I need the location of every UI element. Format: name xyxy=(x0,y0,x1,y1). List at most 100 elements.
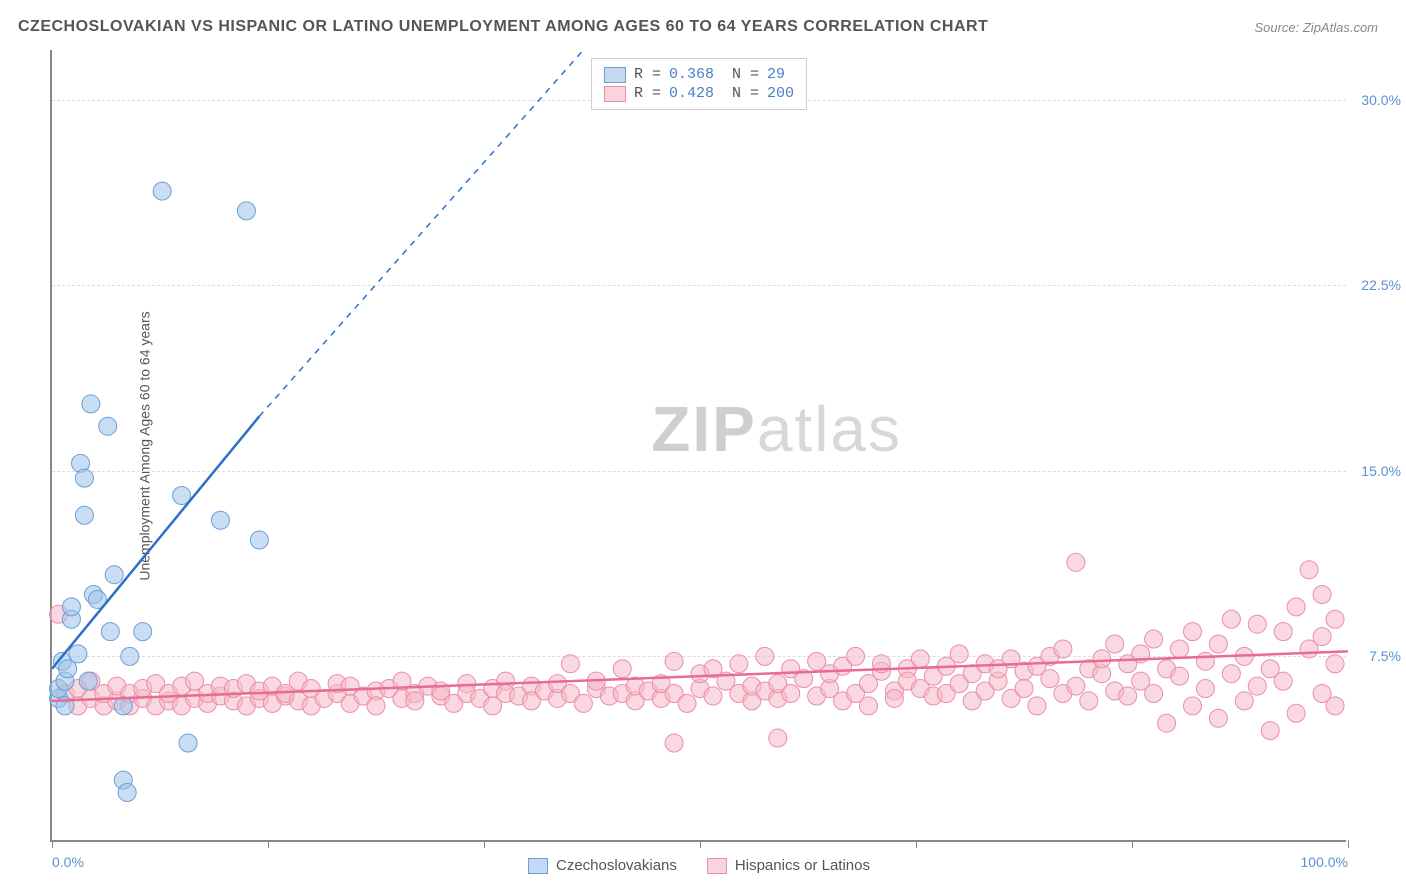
data-point xyxy=(250,531,268,549)
data-point xyxy=(1300,561,1318,579)
data-point xyxy=(1248,615,1266,633)
data-point xyxy=(1067,677,1085,695)
data-point xyxy=(1171,640,1189,658)
x-tick-label: 100.0% xyxy=(1301,854,1348,870)
data-point xyxy=(82,395,100,413)
data-point xyxy=(367,697,385,715)
legend-r-label: R = xyxy=(634,85,661,102)
data-point xyxy=(179,734,197,752)
data-point xyxy=(1171,667,1189,685)
data-point xyxy=(1326,655,1344,673)
legend-n-value: 200 xyxy=(767,85,794,102)
x-tick xyxy=(916,840,917,848)
data-point xyxy=(1054,640,1072,658)
y-tick-label: 15.0% xyxy=(1361,463,1401,479)
data-point xyxy=(730,655,748,673)
scatter-plot xyxy=(52,50,1346,840)
chart-area: ZIPatlas R =0.368N = 29R =0.428N =200 Cz… xyxy=(50,50,1346,842)
data-point xyxy=(613,660,631,678)
data-point xyxy=(1287,704,1305,722)
data-point xyxy=(1222,610,1240,628)
data-point xyxy=(134,623,152,641)
data-point xyxy=(1209,709,1227,727)
data-point xyxy=(1222,665,1240,683)
data-point xyxy=(1196,652,1214,670)
data-point xyxy=(1080,692,1098,710)
y-tick-label: 22.5% xyxy=(1361,277,1401,293)
data-point xyxy=(678,694,696,712)
legend-row: R = 0.428 N = 200 xyxy=(604,85,794,102)
data-point xyxy=(574,694,592,712)
data-point xyxy=(859,697,877,715)
chart-title: CZECHOSLOVAKIAN VS HISPANIC OR LATINO UN… xyxy=(18,18,988,36)
legend-item: Czechoslovakians xyxy=(528,857,677,874)
legend-n-label: N = xyxy=(732,85,759,102)
data-point xyxy=(1326,697,1344,715)
data-point xyxy=(1106,635,1124,653)
legend-r-label: R = xyxy=(634,66,661,83)
data-point xyxy=(1261,722,1279,740)
data-point xyxy=(1274,672,1292,690)
legend-n-value: 29 xyxy=(767,66,785,83)
data-point xyxy=(1196,680,1214,698)
legend-swatch xyxy=(707,858,727,874)
data-point xyxy=(1313,586,1331,604)
data-point xyxy=(1235,692,1253,710)
data-point xyxy=(75,506,93,524)
data-point xyxy=(62,598,80,616)
trend-line xyxy=(259,50,583,416)
correlation-legend: R = 0.368 N = 29 R = 0.428 N = 200 xyxy=(591,58,807,110)
data-point xyxy=(153,182,171,200)
data-point xyxy=(782,685,800,703)
source-credit: Source: ZipAtlas.com xyxy=(1254,20,1378,35)
data-point xyxy=(1028,697,1046,715)
data-point xyxy=(950,645,968,663)
data-point xyxy=(99,417,117,435)
data-point xyxy=(121,647,139,665)
data-point xyxy=(1248,677,1266,695)
data-point xyxy=(69,645,87,663)
x-tick xyxy=(1348,840,1349,848)
y-tick-label: 7.5% xyxy=(1369,648,1401,664)
data-point xyxy=(237,202,255,220)
data-point xyxy=(665,734,683,752)
data-point xyxy=(1287,598,1305,616)
data-point xyxy=(847,647,865,665)
legend-swatch xyxy=(604,86,626,102)
data-point xyxy=(1313,628,1331,646)
data-point xyxy=(561,655,579,673)
x-tick xyxy=(52,840,53,848)
data-point xyxy=(1041,670,1059,688)
data-point xyxy=(756,647,774,665)
legend-r-value: 0.428 xyxy=(669,85,714,102)
legend-r-value: 0.368 xyxy=(669,66,714,83)
legend-item: Hispanics or Latinos xyxy=(707,857,870,874)
data-point xyxy=(118,784,136,802)
data-point xyxy=(211,511,229,529)
trend-line xyxy=(52,416,259,668)
data-point xyxy=(769,729,787,747)
y-tick-label: 30.0% xyxy=(1361,92,1401,108)
data-point xyxy=(406,692,424,710)
data-point xyxy=(1183,623,1201,641)
data-point xyxy=(665,652,683,670)
data-point xyxy=(1274,623,1292,641)
x-tick xyxy=(1132,840,1133,848)
data-point xyxy=(105,566,123,584)
data-point xyxy=(885,689,903,707)
series-legend: Czechoslovakians Hispanics or Latinos xyxy=(528,857,870,874)
data-point xyxy=(1209,635,1227,653)
data-point xyxy=(79,672,97,690)
x-tick xyxy=(268,840,269,848)
x-tick xyxy=(484,840,485,848)
x-tick xyxy=(700,840,701,848)
legend-swatch xyxy=(528,858,548,874)
data-point xyxy=(1145,630,1163,648)
data-point xyxy=(704,687,722,705)
data-point xyxy=(1093,650,1111,668)
data-point xyxy=(1326,610,1344,628)
legend-label: Hispanics or Latinos xyxy=(735,857,870,874)
data-point xyxy=(75,469,93,487)
data-point xyxy=(101,623,119,641)
legend-n-label: N = xyxy=(732,66,759,83)
